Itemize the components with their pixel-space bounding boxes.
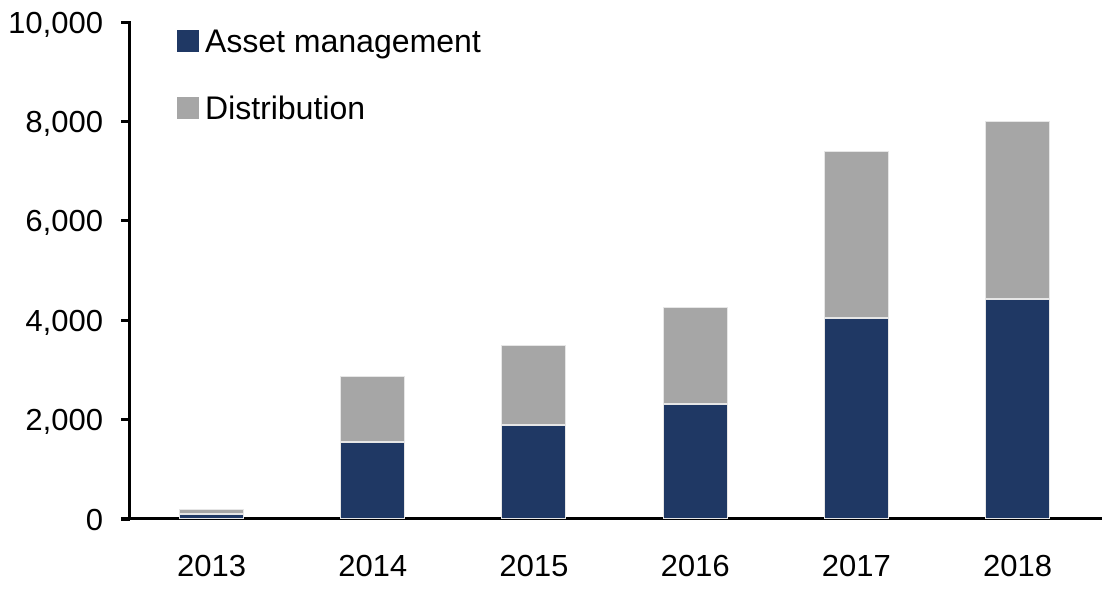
y-axis-tick-label: 2,000 (25, 402, 103, 438)
x-axis-label-2016: 2016 (660, 548, 730, 583)
y-axis-tick (121, 517, 130, 521)
legend-label-asset-management: Asset management (205, 23, 481, 59)
bar-segment-asset-management-2017 (823, 318, 889, 519)
bar-segment-distribution-2018 (985, 121, 1050, 300)
bar-segment-asset-management-2013 (179, 514, 244, 519)
x-axis-label-2015: 2015 (499, 548, 569, 583)
legend-label-distribution: Distribution (205, 90, 366, 126)
bar-segment-distribution-2015 (501, 345, 567, 425)
y-axis-tick-label: 0 (85, 501, 103, 537)
x-axis-label-2014: 2014 (338, 548, 408, 583)
bar-segment-distribution-2014 (340, 375, 406, 442)
y-axis-tick (121, 119, 130, 123)
y-axis-tick (121, 20, 130, 24)
bar-segment-asset-management-2016 (662, 404, 728, 519)
legend: Asset management Distribution (177, 25, 481, 164)
x-axis-label-2018: 2018 (983, 548, 1052, 583)
y-axis-tick-label: 10,000 (8, 4, 103, 40)
y-axis-tick (121, 318, 130, 322)
bar-segment-distribution-2017 (823, 151, 889, 319)
y-axis-line (128, 21, 131, 520)
x-axis-label-2017: 2017 (821, 548, 891, 583)
legend-item-asset-management: Asset management (177, 25, 481, 57)
legend-swatch-distribution-icon (177, 97, 199, 119)
bar-segment-asset-management-2014 (340, 441, 406, 519)
y-axis-tick-label: 8,000 (25, 103, 103, 139)
y-axis-tick (121, 219, 130, 223)
y-axis-tick-label: 6,000 (25, 203, 103, 239)
legend-item-distribution: Distribution (177, 92, 481, 124)
bar-segment-distribution-2013 (179, 509, 244, 515)
bar-segment-asset-management-2018 (985, 299, 1050, 519)
legend-swatch-asset-management-icon (177, 30, 199, 52)
x-axis-label-2013: 2013 (177, 548, 246, 583)
y-axis-tick-label: 4,000 (25, 302, 103, 338)
y-axis-tick (121, 418, 130, 422)
x-axis-line (121, 517, 1102, 520)
bar-segment-asset-management-2015 (501, 424, 567, 519)
bar-segment-distribution-2016 (662, 307, 728, 405)
